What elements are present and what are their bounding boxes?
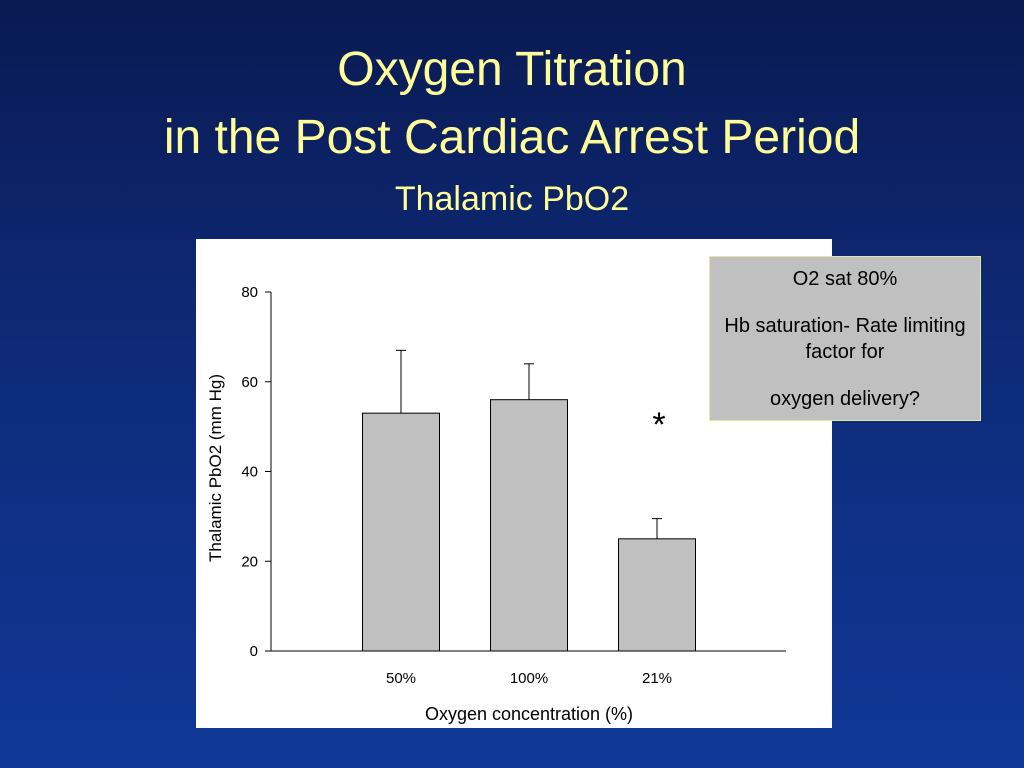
- x-tick-label: 50%: [386, 670, 416, 687]
- x-tick-labels: 50% 100% 21%: [386, 670, 672, 687]
- slide-title-line2: in the Post Cardiac Arrest Period: [163, 111, 861, 164]
- y-tick-label: 20: [241, 553, 258, 570]
- y-tick-label: 60: [241, 374, 258, 391]
- note-box: O2 sat 80% Hb saturation- Rate limiting …: [709, 256, 981, 421]
- y-tick-label: 80: [241, 284, 258, 301]
- bar-3: [618, 538, 696, 652]
- slide-subtitle: Thalamic PbO2: [394, 180, 630, 218]
- bars: [362, 349, 696, 652]
- note-line3: oxygen delivery?: [769, 388, 921, 410]
- note-line1: O2 sat 80%: [792, 268, 898, 290]
- x-tick-label: 21%: [642, 670, 672, 687]
- slide-title-line1: Oxygen Titration: [337, 43, 687, 96]
- x-axis-label: Oxygen concentration (%): [425, 704, 633, 724]
- bar-chart: 0 20 40 60 80 50% 100% 21% Thalamic PbO2 (mm H…: [206, 284, 786, 724]
- bar-2: [490, 399, 568, 652]
- y-ticks: 0 20 40 60 80: [241, 284, 271, 660]
- x-tick-label: 100%: [510, 670, 548, 687]
- y-axis-label: Thalamic PbO2 (mm Hg): [206, 374, 225, 562]
- note-line2: Hb saturation- Rate limiting factor for: [724, 315, 966, 363]
- significance-annotation: *: [652, 406, 665, 444]
- bar-1: [362, 412, 440, 652]
- y-tick-label: 40: [241, 464, 258, 481]
- y-tick-label: 0: [250, 643, 258, 660]
